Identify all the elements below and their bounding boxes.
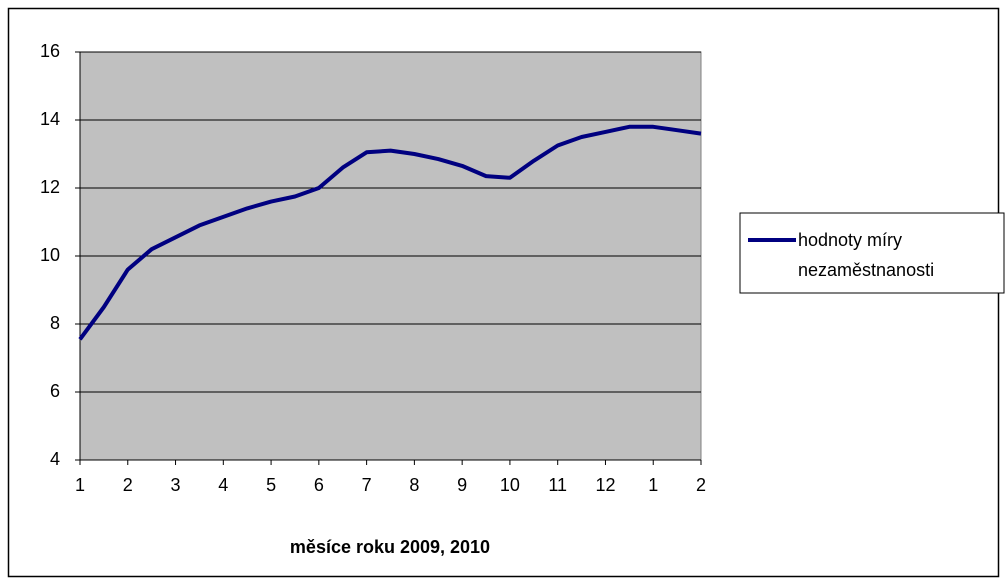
x-tick-label: 2: [123, 475, 133, 495]
y-tick-label: 8: [50, 313, 60, 333]
x-tick-label: 5: [266, 475, 276, 495]
x-tick-label: 9: [457, 475, 467, 495]
legend-box: [739, 212, 1005, 294]
x-tick-label: 7: [362, 475, 372, 495]
x-tick-label: 12: [595, 475, 615, 495]
x-tick-label: 1: [648, 475, 658, 495]
x-axis-label: měsíce roku 2009, 2010: [290, 537, 490, 557]
legend-label: hodnoty míry nezaměstnanosti: [798, 230, 934, 280]
y-tick-label: 14: [40, 109, 60, 129]
x-tick-label: 10: [500, 475, 520, 495]
y-tick-label: 16: [40, 41, 60, 61]
y-tick-label: 10: [40, 245, 60, 265]
x-tick-label: 11: [548, 475, 567, 495]
x-tick-label: 6: [314, 475, 324, 495]
y-tick-label: 4: [50, 449, 60, 469]
x-tick-label: 2: [696, 475, 706, 495]
x-tick-label: 1: [75, 475, 85, 495]
legend-label-line: nezaměstnanosti: [798, 260, 934, 280]
x-tick-label: 3: [171, 475, 181, 495]
x-tick-label: 4: [218, 475, 228, 495]
legend-label-line: hodnoty míry: [798, 230, 902, 250]
y-tick-label: 6: [50, 381, 60, 401]
y-tick-label: 12: [40, 177, 60, 197]
x-tick-label: 8: [409, 475, 419, 495]
line-series: [78, 124, 702, 341]
